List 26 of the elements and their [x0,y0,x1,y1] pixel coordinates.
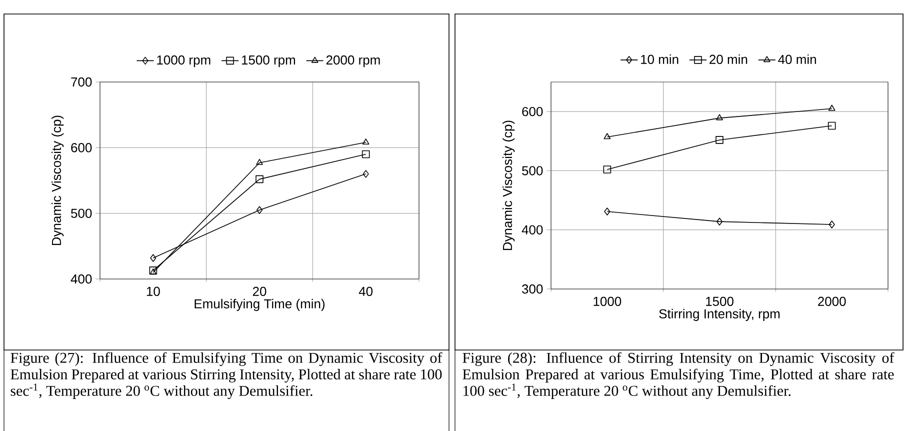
text: Figure (27): Influence of Emulsifying Time on Dynamic Viscosity of Emulsion Prepared at various Stirring Intensity, Plotted at share rate 100 sec$^{-1}$, Temperature 20 $^{o}$C without any Demulsifier. [10,352,442,399]
y-axis-title: Dynamic Viscosity (cp) [502,120,515,250]
y-tick-label: 400 [522,225,543,234]
y-tick-label: 600 [71,143,92,152]
y-tick-label: 300 [522,284,543,294]
y-axis-title: Dynamic Viscosity (cp) [52,116,64,246]
y-tick-label: 500 [522,166,543,176]
y-tick-label: 600 [522,106,543,116]
x-tick-label: 20 [252,286,266,296]
legend-label: 20 min [710,54,748,64]
x-tick-label: 1000 [594,296,622,306]
legend-label: 1000 rpm [157,55,210,68]
text: Figure (28): Influence of Stirring Intensity on Dynamic Viscosity of Emulsion Prepared at various Emulsifying Time, Plotted at share rate 100 sec$^{-1}$, Temperature 20 $^{o}$C without any Demulsifier. [462,352,894,399]
legend-label: 1500 rpm [242,55,296,68]
y-tick-label: 700 [71,77,92,87]
y-tick-label: 500 [71,208,92,218]
x-tick-label: 40 [358,286,373,296]
legend-label: 40 min [778,54,816,64]
y-tick-label: 400 [70,274,92,284]
legend-label: 2000 rpm [326,55,380,68]
x-axis-title: Stirring Intensity, rpm [659,308,780,321]
legend-label: 10 min [641,54,678,64]
x-tick-label: 1500 [706,296,734,306]
x-tick-label: 2000 [818,296,846,306]
x-axis-title: Emulsifying Time (min) [194,298,325,311]
x-tick-label: 10 [146,286,160,296]
